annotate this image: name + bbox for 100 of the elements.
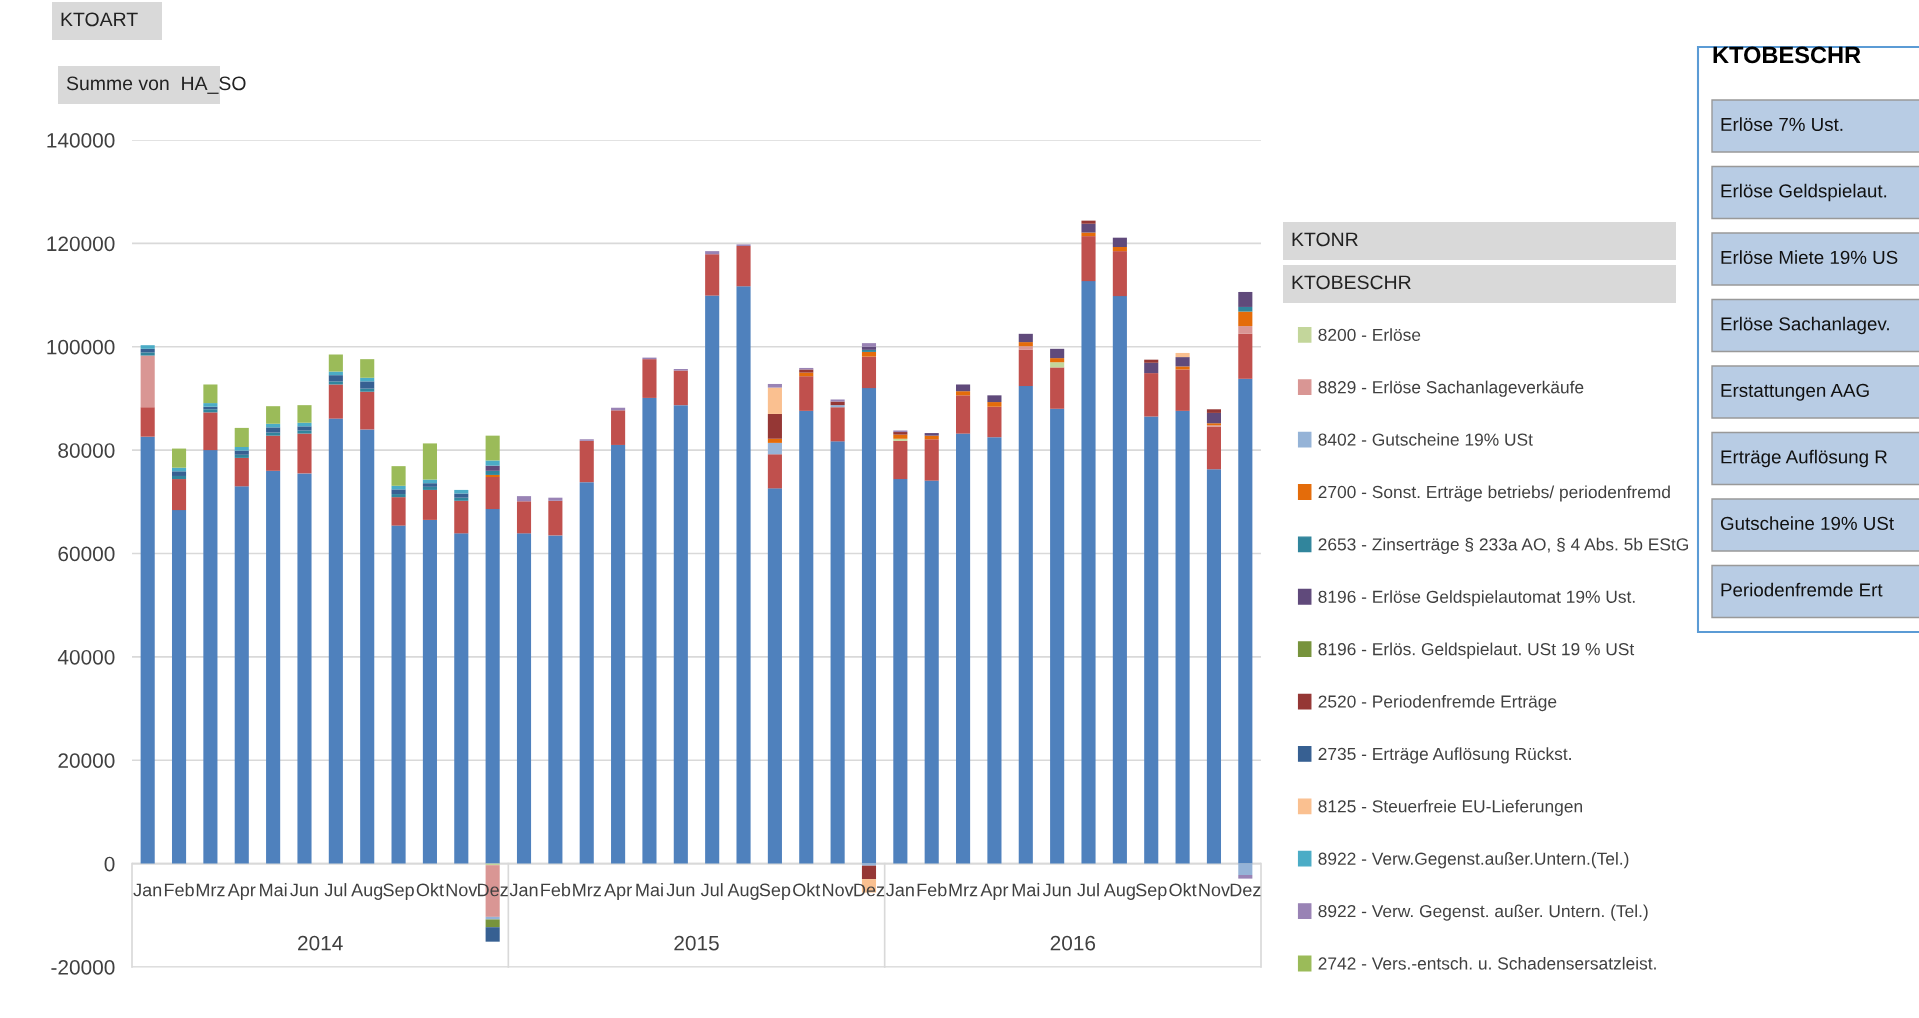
- bar: [1206, 412, 1222, 424]
- bar: [328, 418, 343, 864]
- bar: [861, 865, 877, 880]
- bar: [297, 426, 312, 431]
- legend-label: 8922 - Verw.Gegenst.außer.Untern.(Tel.): [1318, 852, 1629, 869]
- bar: [516, 533, 532, 864]
- x-tick-label: Apr: [980, 883, 1009, 900]
- bar: [1144, 416, 1159, 864]
- bar: [893, 479, 908, 864]
- bar: [1238, 291, 1253, 307]
- bar: [1081, 281, 1096, 864]
- bar: [234, 486, 249, 864]
- legend-label: 2520 - Periodenfremde Erträge: [1318, 694, 1557, 712]
- bar: [956, 395, 971, 434]
- bar: [485, 474, 500, 477]
- x-tick-label: Apr: [227, 883, 256, 900]
- x-tick-label: Feb: [917, 883, 947, 897]
- text: Summe von HA_SO: [66, 76, 246, 94]
- bar: [391, 494, 406, 498]
- x-tick-label: Aug: [727, 883, 759, 900]
- bar: [861, 863, 877, 866]
- x-tick-label: Mrz: [573, 883, 601, 897]
- legend-label: 2742 - Vers.-entsch. u. Schadensersatzleist.: [1318, 956, 1656, 970]
- x-tick-label: Jun: [666, 883, 695, 897]
- y-tick-label: 40000: [57, 649, 115, 665]
- x-tick-label: Mai: [1012, 883, 1040, 897]
- legend-label: 2735 - Erträge Auflösung Rückst.: [1318, 747, 1571, 764]
- bar: [1238, 863, 1253, 875]
- text: Erlöse Geldspielaut.: [1721, 183, 1887, 202]
- bar: [956, 384, 971, 392]
- bar: [1112, 251, 1127, 297]
- y-tick-label: 0: [104, 856, 115, 872]
- bar: [956, 391, 971, 396]
- bar: [830, 441, 845, 864]
- bar: [1175, 357, 1190, 367]
- bar: [1238, 306, 1253, 312]
- bar: [673, 370, 688, 406]
- x-tick-label: Mrz: [949, 883, 978, 897]
- bar: [485, 477, 500, 510]
- bar: [642, 359, 657, 398]
- bar: [987, 437, 1002, 864]
- bar: [266, 427, 281, 433]
- bar: [171, 475, 187, 480]
- bar: [924, 480, 939, 864]
- legend-label: 8829 - Erlöse Sachanlageverkäufe: [1318, 380, 1584, 397]
- bar: [1018, 346, 1033, 350]
- x-tick-label: Jul: [1077, 883, 1099, 897]
- bar: [642, 397, 657, 864]
- bar: [987, 402, 1002, 407]
- x-tick-label: Apr: [604, 883, 632, 900]
- bar: [705, 251, 720, 255]
- text: Erstattungen AAG: [1721, 383, 1869, 401]
- bar: [171, 471, 187, 476]
- bar: [360, 381, 375, 389]
- x-tick-label: Nov: [1199, 883, 1230, 897]
- bar: [611, 444, 626, 864]
- bar: [893, 440, 908, 480]
- x-tick-label: Mrz: [196, 883, 225, 897]
- x-tick-label: Jul: [324, 883, 347, 897]
- bar: [516, 496, 532, 502]
- bar: [422, 489, 437, 520]
- text: KTOBESCHR: [1713, 46, 1861, 64]
- bar: [485, 470, 500, 475]
- bar: [485, 927, 500, 942]
- bar: [1018, 333, 1033, 343]
- bar: [234, 457, 249, 487]
- bar: [234, 427, 249, 448]
- x-tick-label: Feb: [541, 883, 571, 897]
- x-tick-label: Mai: [260, 883, 287, 897]
- bar: [579, 482, 594, 864]
- bar: [1018, 342, 1033, 347]
- bar: [485, 435, 500, 461]
- bar: [454, 533, 469, 864]
- annotation: 2014: [298, 935, 343, 951]
- x-tick-label: Jan: [133, 883, 162, 897]
- legend-label: 8200 - Erlöse: [1318, 328, 1421, 341]
- legend-label: 8196 - Erlöse Geldspielautomat 19% Ust.: [1318, 590, 1635, 607]
- x-tick-label: Nov: [823, 883, 854, 897]
- text: KTONR: [1292, 232, 1358, 247]
- x-tick-label: Aug: [1103, 883, 1135, 900]
- bar: [548, 500, 563, 536]
- bar: [673, 405, 688, 864]
- legend-label: 2653 - Zinserträge § 233a AO, § 4 Abs. 5b EStG: [1318, 537, 1688, 554]
- x-tick-label: Nov: [446, 883, 478, 897]
- bar: [830, 407, 845, 442]
- bar: [422, 519, 437, 864]
- bar: [485, 509, 500, 864]
- bar: [297, 430, 312, 434]
- legend-label: 8402 - Gutscheine 19% USt: [1318, 433, 1533, 446]
- text: Erlöse Miete 19% US: [1721, 250, 1898, 265]
- legend-label: 8196 - Erlös. Geldspielaut. USt 19 % USt: [1318, 642, 1635, 659]
- bar: [328, 381, 343, 385]
- text: KTOBESCHR: [1292, 275, 1411, 290]
- bar: [736, 286, 751, 864]
- bar: [328, 384, 343, 419]
- bar: [485, 465, 500, 471]
- bar: [171, 510, 187, 864]
- bar: [1144, 359, 1159, 363]
- bar: [1050, 358, 1065, 363]
- bar: [1238, 875, 1253, 879]
